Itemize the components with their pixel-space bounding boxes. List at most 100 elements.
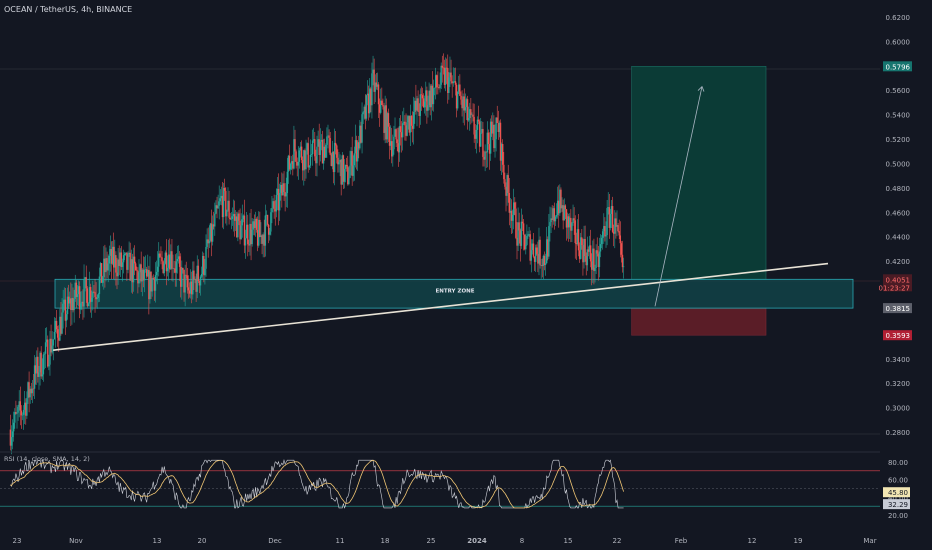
candle-body: [97, 294, 100, 298]
candle: [127, 251, 129, 274]
candle: [318, 123, 320, 166]
price-axis: 0.62000.60000.58000.56000.54000.52000.50…: [879, 14, 912, 437]
candle: [595, 244, 597, 275]
candle: [369, 78, 371, 118]
candle: [449, 56, 451, 88]
candle-body: [140, 264, 142, 282]
candle-body: [411, 125, 414, 129]
candle: [608, 193, 611, 239]
candle-body: [374, 82, 376, 92]
candle-body: [395, 129, 397, 140]
candle-body: [169, 254, 171, 270]
candle: [207, 227, 209, 258]
candle: [100, 263, 103, 283]
candle-body: [505, 186, 507, 196]
candle: [505, 182, 507, 212]
candle: [43, 351, 46, 370]
candle: [398, 117, 401, 162]
candle: [155, 260, 158, 282]
time-tick-label: 23: [13, 537, 22, 545]
candle: [199, 275, 202, 296]
candle-body: [260, 235, 262, 237]
candle-body: [54, 320, 57, 332]
candle-body: [467, 117, 470, 121]
candle-body: [587, 249, 590, 252]
candle-body: [265, 214, 268, 216]
stop-price-label: 0.3593: [886, 332, 911, 340]
candle: [540, 258, 542, 279]
candle-body: [345, 165, 348, 167]
candle: [353, 146, 356, 181]
candle: [348, 167, 350, 186]
candle: [280, 181, 282, 201]
candle-body: [582, 245, 584, 263]
candle-body: [77, 286, 80, 295]
candle-body: [174, 268, 176, 273]
candle: [149, 256, 151, 304]
candle-body: [37, 356, 39, 377]
candle: [611, 196, 614, 234]
candle: [487, 129, 490, 150]
candle: [302, 156, 304, 181]
candle: [206, 228, 208, 249]
candle: [556, 186, 559, 219]
candle: [586, 236, 589, 271]
candle-body: [499, 122, 502, 161]
candle-body: [353, 153, 356, 166]
candle: [426, 86, 428, 124]
candle: [48, 354, 50, 371]
candle-body: [125, 252, 127, 254]
candle-body: [254, 219, 257, 228]
rsi-tick-label: 60.00: [888, 477, 908, 485]
candle: [447, 54, 449, 104]
candle: [219, 189, 221, 205]
candle: [29, 386, 31, 404]
candle: [37, 347, 39, 383]
candle-body: [262, 234, 264, 244]
candle-body: [571, 223, 573, 231]
candle-body: [296, 161, 298, 166]
candle-body: [294, 139, 296, 152]
candle-body: [92, 291, 94, 298]
candle: [563, 198, 565, 221]
candle: [86, 286, 89, 308]
candle: [66, 287, 69, 320]
candle: [455, 82, 458, 118]
candle-body: [504, 179, 506, 187]
projection-arrow: [654, 86, 703, 307]
candle-body: [317, 139, 319, 147]
candle-body: [426, 90, 428, 111]
candle-body: [342, 155, 345, 182]
candle: [489, 118, 492, 161]
candle-body: [18, 401, 20, 407]
candle: [152, 274, 154, 280]
candle: [361, 102, 363, 154]
candle-body: [354, 140, 357, 154]
candle-body: [100, 263, 103, 283]
candle-body: [141, 269, 143, 282]
candle: [517, 207, 519, 252]
candle: [84, 276, 86, 292]
candle-body: [487, 132, 490, 145]
candle: [345, 157, 348, 172]
candle: [507, 164, 509, 203]
candle-body: [285, 193, 287, 197]
candle: [554, 215, 557, 226]
candle-body: [226, 210, 228, 217]
candle-body: [408, 116, 411, 133]
take-profit-price-label-bg: [883, 61, 912, 72]
candle: [184, 264, 186, 307]
candle-body: [584, 238, 586, 257]
candle: [593, 238, 595, 285]
candle-body: [450, 72, 452, 82]
candle-body: [444, 67, 447, 85]
candle-body: [586, 249, 589, 266]
candle: [186, 267, 189, 294]
candle: [510, 199, 513, 235]
candle: [528, 227, 530, 237]
candle-body: [458, 84, 460, 92]
candle: [238, 209, 240, 226]
candle-body: [9, 429, 12, 446]
candle-body: [433, 87, 436, 89]
